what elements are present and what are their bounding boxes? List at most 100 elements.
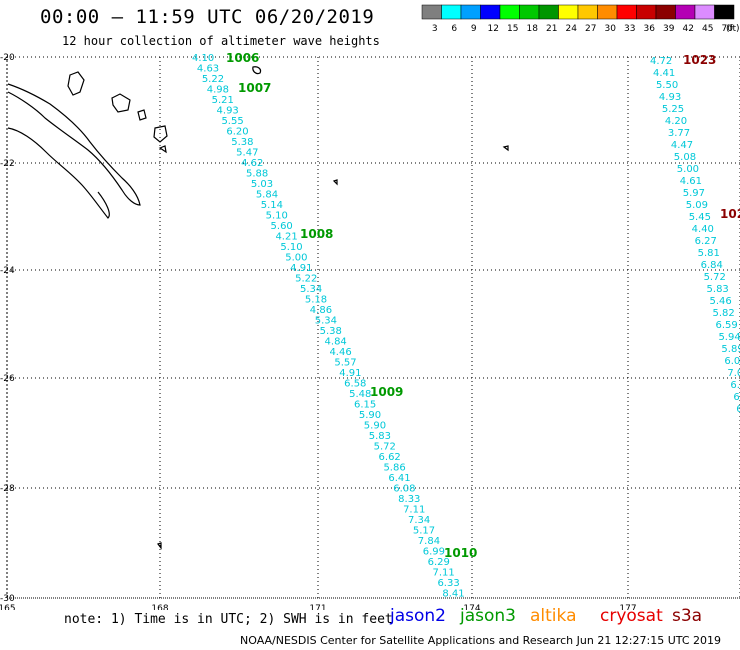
colorbar-label: 12 bbox=[488, 24, 499, 34]
swh-value: 4.63 bbox=[197, 64, 219, 75]
swh-value: 5.10 bbox=[280, 242, 302, 253]
colorbar-label: 70 bbox=[722, 24, 734, 34]
swh-value: 6.27 bbox=[695, 236, 717, 247]
swh-value: 5.60 bbox=[271, 221, 293, 232]
swh-value: 4.20 bbox=[665, 116, 687, 127]
swh-value: 5.82 bbox=[712, 308, 734, 319]
swh-value: 5.83 bbox=[369, 431, 391, 442]
colorbar-label: 18 bbox=[527, 24, 539, 34]
swh-value: 5.48 bbox=[349, 389, 371, 400]
colorbar-swatch bbox=[714, 4, 735, 20]
swh-value: 4.21 bbox=[275, 232, 297, 243]
swh-value: 5.21 bbox=[212, 95, 234, 106]
swh-value: 5.22 bbox=[295, 274, 317, 285]
swh-value: 6.33 bbox=[437, 578, 459, 589]
colorbar-label: 36 bbox=[644, 24, 656, 34]
swh-value: 4.93 bbox=[217, 106, 239, 117]
swh-value: 4.93 bbox=[659, 92, 681, 103]
swh-value: 5.34 bbox=[315, 316, 337, 327]
swh-value: 5.72 bbox=[374, 442, 396, 453]
swh-value: 6.58 bbox=[344, 379, 366, 390]
swh-value: 4.72 bbox=[650, 56, 672, 67]
mission-jason2: jason2 bbox=[390, 606, 446, 626]
pass-label: 102 bbox=[720, 207, 740, 221]
footer-note: note: 1) Time is in UTC; 2) SWH is in fe… bbox=[64, 612, 393, 627]
lat-label: -20 bbox=[0, 53, 15, 63]
lon-label: 165 bbox=[0, 604, 16, 610]
swh-value: 5.25 bbox=[662, 104, 684, 115]
pass-label: 1008 bbox=[300, 227, 333, 241]
mission-altika: altika bbox=[530, 606, 577, 626]
swh-value: 6.41 bbox=[388, 473, 410, 484]
pass-label: 1006 bbox=[226, 51, 259, 65]
swh-value: 6.59 bbox=[715, 320, 737, 331]
swh-value: 5.46 bbox=[710, 296, 732, 307]
swh-value: 5.14 bbox=[261, 200, 283, 211]
colorbar-label: 3 bbox=[432, 24, 438, 34]
swh-value: 4.40 bbox=[692, 224, 714, 235]
colorbar-label: 6 bbox=[451, 24, 457, 34]
swh-value: 5.81 bbox=[698, 248, 720, 259]
swh-value: 4.62 bbox=[241, 158, 263, 169]
swh-value: 5.38 bbox=[231, 137, 253, 148]
swh-value: 4.98 bbox=[207, 85, 229, 96]
swh-value: 5.38 bbox=[320, 326, 342, 337]
swh-value: 6.62 bbox=[379, 452, 401, 463]
swh-value: 5.97 bbox=[683, 188, 705, 199]
swh-value: 6.20 bbox=[733, 392, 740, 403]
swh-value: 5.57 bbox=[334, 358, 356, 369]
colorbar-label: 33 bbox=[624, 24, 635, 34]
swh-value: 6.10 bbox=[736, 404, 740, 415]
pass-label: 1009 bbox=[370, 385, 403, 399]
colorbar-label: 39 bbox=[663, 24, 675, 34]
swh-value: 5.86 bbox=[383, 463, 405, 474]
loyalty-islands bbox=[67, 71, 147, 121]
swh-value: 6.20 bbox=[226, 127, 248, 138]
lon-label: 171 bbox=[309, 604, 326, 610]
swh-value: 4.61 bbox=[680, 176, 702, 187]
lat-label: -22 bbox=[0, 159, 15, 169]
colorbar-label: 27 bbox=[585, 24, 596, 34]
swh-value: 5.83 bbox=[707, 284, 729, 295]
swh-value: 5.22 bbox=[202, 74, 224, 85]
swh-value: 5.88 bbox=[246, 169, 268, 180]
swh-value: 5.34 bbox=[300, 284, 322, 295]
swh-value: 5.47 bbox=[236, 148, 258, 159]
swh-value: 5.94 bbox=[718, 332, 740, 343]
pass-label: 1023 bbox=[683, 53, 716, 67]
pass-label: 1010 bbox=[444, 546, 477, 560]
pass-label: 1007 bbox=[238, 81, 271, 95]
swh-value: 5.72 bbox=[704, 272, 726, 283]
colorbar-label: 42 bbox=[683, 24, 694, 34]
swh-value: 7.11 bbox=[433, 568, 455, 579]
swh-value: 5.10 bbox=[266, 211, 288, 222]
swh-value: 5.45 bbox=[689, 212, 711, 223]
swh-value: 4.86 bbox=[310, 305, 332, 316]
swh-value: 4.46 bbox=[329, 347, 351, 358]
mission-jason3: jason3 bbox=[460, 606, 516, 626]
altimeter-map: 165 168 171 174 177-20-22-24-26-28-30 4.104.… bbox=[0, 51, 740, 610]
swh-value: 5.00 bbox=[677, 164, 699, 175]
colorbar-label: 24 bbox=[566, 24, 578, 34]
swh-value: 5.55 bbox=[221, 116, 243, 127]
swh-value: 6.84 bbox=[701, 260, 723, 271]
swh-value: 5.00 bbox=[285, 253, 307, 264]
swh-value: 6.01 bbox=[724, 356, 740, 367]
colorbar-label: 45 bbox=[702, 24, 713, 34]
lat-label: -28 bbox=[0, 484, 15, 494]
swh-value: 5.03 bbox=[251, 179, 273, 190]
swh-value: 7.84 bbox=[418, 536, 440, 547]
colorbar-label: 21 bbox=[546, 24, 557, 34]
swh-value: 7.00 bbox=[727, 368, 740, 379]
swh-value: 5.08 bbox=[674, 152, 696, 163]
swh-value: 4.91 bbox=[290, 263, 312, 274]
colorbar-label: 9 bbox=[471, 24, 477, 34]
coastline bbox=[7, 66, 509, 550]
page-title: 00:00 – 11:59 UTC 06/20/2019 bbox=[40, 6, 375, 28]
lat-label: -24 bbox=[0, 266, 15, 276]
swh-value: 7.34 bbox=[408, 515, 430, 526]
swh-value: 3.77 bbox=[668, 128, 690, 139]
swh-value: 4.91 bbox=[339, 368, 361, 379]
mission-s3a: s3a bbox=[672, 606, 703, 626]
swh-value: 4.84 bbox=[325, 337, 347, 348]
